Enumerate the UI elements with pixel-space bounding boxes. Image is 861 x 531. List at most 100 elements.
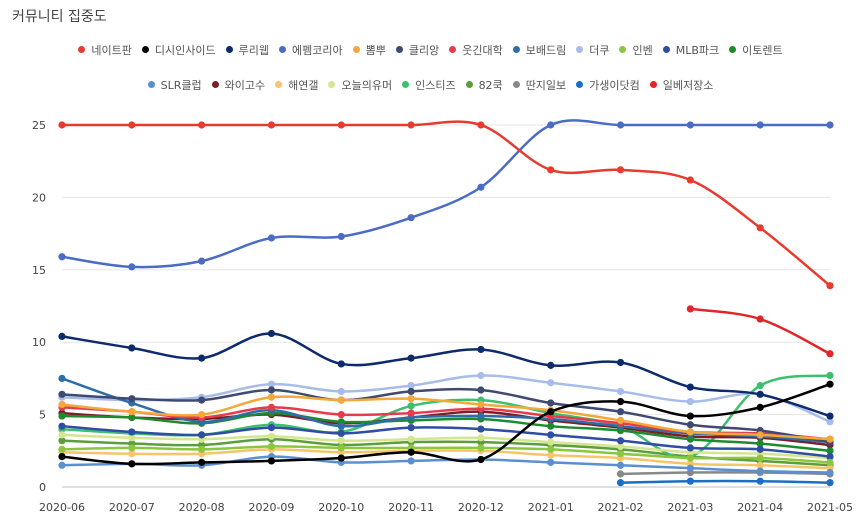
data-point [337,444,345,452]
legend-item[interactable]: SLR클럽 [147,77,202,93]
legend-item[interactable]: 웃긴대학 [449,42,503,58]
data-point [407,448,415,456]
legend-item[interactable]: 오늘의유머 [328,77,392,93]
data-point [547,379,555,387]
data-point [756,315,764,323]
data-point [547,121,555,129]
data-point [267,403,276,411]
data-point [686,454,694,462]
data-point [407,387,415,396]
series-line [60,445,832,464]
data-point [128,408,136,416]
legend-swatch [465,81,473,88]
data-point [337,437,345,445]
legend-item[interactable]: 루리웹 [225,42,269,58]
data-point [826,458,834,466]
y-tick-label: 15 [32,264,46,277]
legend-item[interactable]: 가생이닷컴 [576,77,640,93]
legend-item[interactable]: 네이트판 [78,42,132,58]
data-point [407,457,415,465]
legend-swatch [211,81,219,88]
legend-item[interactable]: 딴지일보 [512,77,567,93]
data-point [616,479,625,487]
legend-item[interactable]: 해연갤 [275,77,318,93]
legend-row-1: 네이트판 디시인사이드 루리웹 에펨코리아 뽐뿌 클리앙 웃긴대학 보배드림 더쿠 인벤 MLB파크… [0,42,861,58]
legend-swatch [225,46,233,53]
legend-label: 더쿠 [589,44,610,57]
data-point [547,431,555,439]
series-line [619,479,832,484]
data-point [128,121,136,129]
legend-item[interactable]: 디시인사이드 [141,42,216,58]
data-point [407,214,415,222]
data-point [407,121,415,129]
data-point [58,332,66,341]
legend-label: 와이고수 [224,79,266,92]
y-tick-label: 25 [32,119,46,132]
legend-item[interactable]: 뽐뿌 [352,42,386,58]
data-point [337,411,345,419]
data-point [58,374,66,382]
series-line [60,455,832,474]
legend-item[interactable]: 더쿠 [576,42,609,58]
legend-item[interactable]: 인벤 [619,42,653,58]
data-point [477,434,485,442]
legend-swatch [402,81,410,88]
y-tick-label: 20 [32,191,46,204]
data-point [407,435,415,443]
data-point [686,477,694,485]
legend-item[interactable]: 보배드림 [512,42,566,58]
data-point [58,412,66,420]
legend-item[interactable]: 82쿡 [465,77,503,93]
y-tick-label: 10 [32,336,46,349]
legend-label: 네이트판 [91,44,132,57]
legend-label: 클리앙 [408,44,440,57]
x-tick-label: 2021-03 [667,501,713,514]
data-point [756,439,764,448]
data-point [756,461,764,469]
data-point [337,454,345,462]
legend-item[interactable]: MLB파크 [662,42,719,58]
legend-label: 뽐뿌 [365,44,386,57]
data-point [826,282,834,290]
legend-swatch [275,81,283,88]
legend-swatch [279,46,286,53]
data-point [756,382,764,390]
data-point [756,445,764,453]
data-point [267,329,276,338]
legend-item[interactable]: 일베저장소 [649,77,714,93]
data-point [686,464,694,472]
data-point [547,361,555,369]
data-point [616,442,625,451]
series-line [60,387,832,444]
legend-swatch [576,46,584,53]
series-line [60,411,832,453]
data-point [826,380,834,388]
legend-item[interactable]: 에펨코리아 [279,42,343,58]
data-point [267,442,276,451]
data-point [547,399,555,407]
legend-swatch [512,81,520,88]
legend-item[interactable]: 이토렌트 [729,42,783,58]
data-point [826,121,834,129]
data-point [128,444,136,452]
legend-label: 딴지일보 [525,79,567,92]
data-point [477,412,485,420]
data-point [826,479,834,487]
legend-label: 일베저장소 [662,79,714,92]
data-point [337,429,345,438]
legend-item[interactable]: 와이고수 [211,77,266,93]
data-point [58,445,66,453]
legend-label: 해연갤 [288,79,319,92]
data-point [616,461,625,469]
x-tick-label: 2020-08 [179,501,225,514]
data-point [58,121,66,129]
legend-item[interactable]: 클리앙 [395,42,440,58]
series-line [60,119,832,269]
legend-item[interactable]: 인스티즈 [402,77,456,93]
data-point [616,358,625,367]
data-point [58,437,66,445]
data-point [616,387,625,396]
data-point [686,176,694,184]
x-tick-label: 2021-05 [807,501,853,514]
